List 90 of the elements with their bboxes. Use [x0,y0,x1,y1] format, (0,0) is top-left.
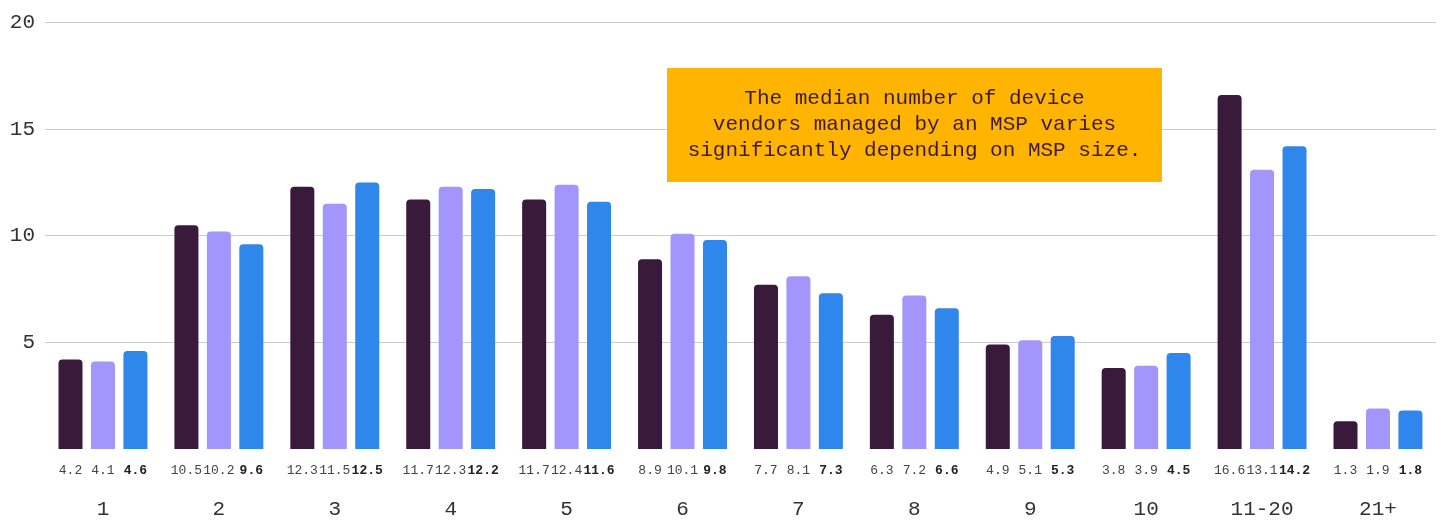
bar [902,295,927,449]
bar [1282,146,1307,449]
data-label: 7.7 [754,463,778,479]
bar [1398,410,1423,449]
data-label: 13.1 [1246,463,1278,479]
x-tick-label: 8 [908,498,921,522]
bar [670,233,695,449]
x-tick-label: 7 [792,498,805,522]
x-tick-label: 6 [676,498,689,522]
data-label: 6.3 [870,463,894,479]
bar [638,259,663,449]
bar [290,186,315,449]
x-tick-label: 21+ [1359,498,1397,522]
bar [869,314,894,449]
bar [1250,169,1275,449]
bar [1101,367,1126,449]
x-tick-label: 11-20 [1230,498,1294,522]
bar [753,284,778,449]
bar [406,199,431,449]
data-label: 10.2 [203,463,235,479]
bar [702,240,727,449]
data-label: 8.1 [786,463,811,479]
annotation: The median number of device vendors managed by an MSP varies significantly depending on MSP size. [686,86,1143,164]
y-tick-label: 20 [9,11,35,35]
data-label: 3.9 [1134,463,1158,479]
x-tick-label: 4 [444,498,457,522]
data-label: 14.2 [1278,463,1311,479]
data-label: 12.4 [550,463,583,479]
data-label: 11.5 [319,463,351,479]
bar [206,231,231,449]
bar [174,225,199,449]
data-label: 5.3 [1050,463,1075,479]
data-label: 4.6 [123,463,148,479]
bar [239,244,264,449]
bar [355,182,380,449]
bar [587,201,612,449]
x-tick-label: 10 [1133,498,1159,522]
bar [58,359,83,449]
data-label: 12.3 [435,463,467,479]
bar [123,350,148,449]
data-label: 11.7 [402,463,434,479]
data-label: 7.2 [902,463,927,479]
x-tick-label: 5 [560,498,573,522]
bar [90,361,115,449]
data-label: 16.6 [1214,463,1246,479]
bar [786,276,811,449]
bar [1333,421,1358,449]
data-label: 1.3 [1333,463,1358,479]
data-label: 12.5 [351,463,384,479]
data-label: 9.8 [703,463,727,479]
data-label: 5.1 [1018,463,1043,479]
bar [471,188,496,449]
bar [1166,353,1191,449]
x-tick-label: 2 [212,498,226,522]
bar [438,186,463,449]
bar [1365,408,1390,449]
data-label: 11.6 [583,463,615,479]
x-tick-label: 3 [328,498,342,522]
data-label: 12.2 [467,463,499,479]
data-label: 3.8 [1101,463,1126,479]
y-tick-label: 15 [9,117,35,141]
bar [1217,95,1242,449]
data-label: 1.8 [1398,463,1423,479]
bar [322,203,347,449]
data-label: 9.6 [239,463,264,479]
bar [554,184,579,449]
data-label: 12.3 [286,463,318,479]
data-label: 6.6 [935,463,959,479]
data-label: 4.5 [1166,463,1191,479]
bar [985,344,1010,449]
bar [522,199,547,449]
data-label: 4.2 [58,463,83,479]
data-label: 8.9 [638,463,662,479]
data-label: 7.3 [819,463,843,479]
x-tick-label: 1 [96,498,110,522]
data-label: 10.1 [666,463,699,479]
data-label: 11.7 [518,463,550,479]
data-label: 4.9 [986,463,1010,479]
bar [1018,340,1043,449]
data-label: 4.1 [91,463,115,479]
callout-box: The median number of device vendors managed by an MSP varies significantly depending on MSP size. [667,68,1162,182]
bar [1050,336,1075,449]
data-label: 1.9 [1366,463,1390,479]
y-tick-label: 10 [9,224,35,248]
bar [818,293,843,449]
bar [1134,365,1159,449]
x-tick-label: 9 [1023,498,1037,522]
y-tick-label: 5 [22,330,35,354]
bar [934,308,959,449]
data-label: 10.5 [170,463,203,479]
